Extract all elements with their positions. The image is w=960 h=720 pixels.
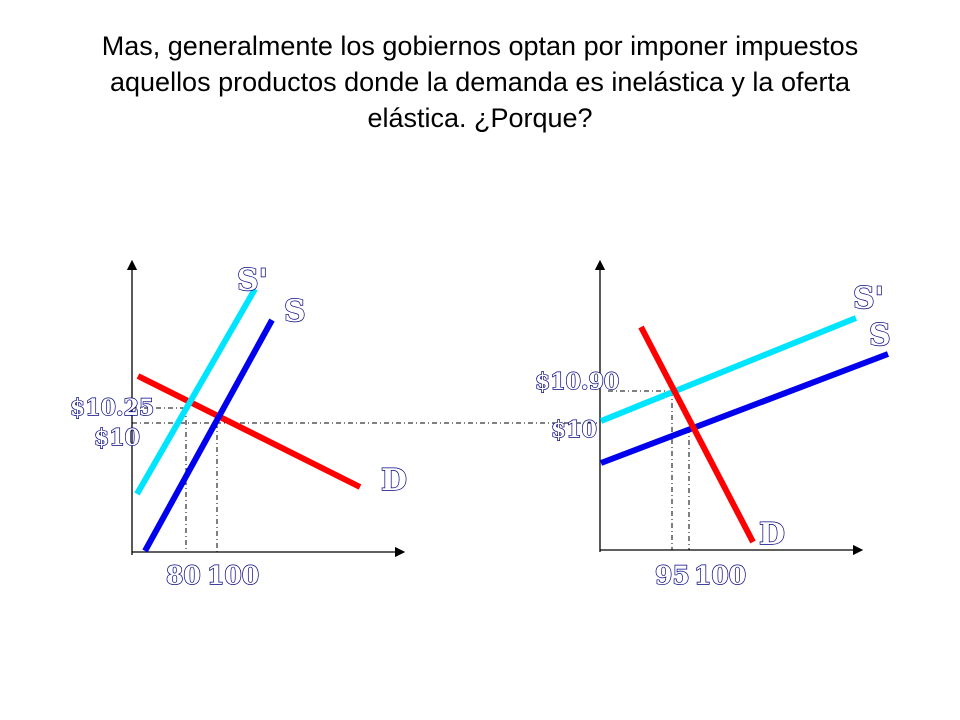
left-xtick-taxed: 80 [166,561,201,590]
right-xtick-taxed: 95 [655,561,690,590]
right-supply-taxed-line [599,315,858,424]
right-label-demand: D [759,517,785,552]
right-xtick-base: 100 [694,561,746,590]
right-supply-line [599,351,890,466]
right-chart: S' S D $10.90 $10 95 100 [534,259,891,591]
left-supply-line [142,318,275,553]
left-xtick-base: 100 [207,561,259,590]
left-label-demand: D [381,463,407,498]
left-chart: S' S D $10.25 $10 80 100 [69,259,600,591]
right-ytick-base: $10 [551,417,597,443]
left-supply-taxed-line [134,287,258,496]
right-label-supply: S [869,318,891,353]
right-ytick-taxed: $10.90 [535,369,619,395]
left-ytick-base: $10 [94,425,140,451]
slide-title: Mas, generalmente los gobiernos optan po… [101,31,859,133]
right-demand-line [638,325,756,544]
left-ytick-taxed: $10.25 [70,395,154,421]
left-label-supply-taxed: S' [237,263,268,298]
left-demand-line [136,373,362,490]
left-label-supply: S [284,294,306,329]
right-label-supply-taxed: S' [853,281,884,316]
